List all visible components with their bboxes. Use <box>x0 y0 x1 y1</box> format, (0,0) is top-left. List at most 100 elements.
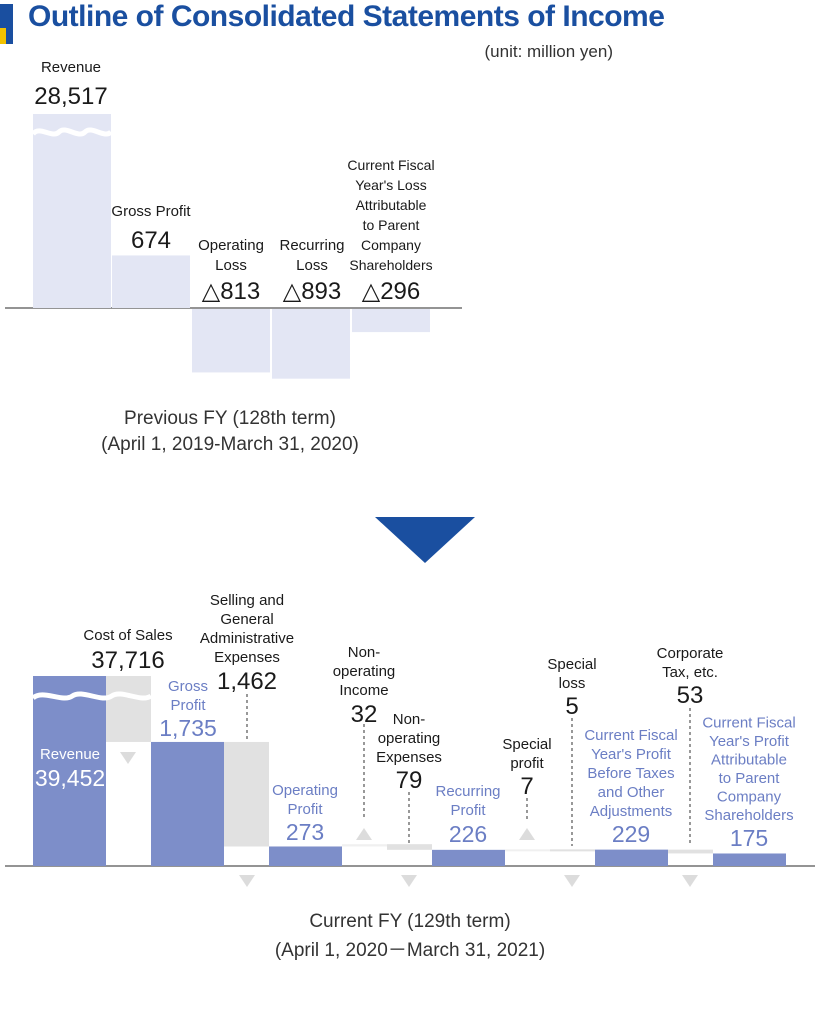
curr-label-corporate-tax-line-0: Corporate <box>657 645 724 662</box>
prev-label-parent-loss-line-4: Company <box>361 237 421 253</box>
curr-label-profit-before-taxes-line-2: Before Taxes <box>587 765 674 782</box>
cost-of-sales-down-triangle-icon <box>120 752 136 764</box>
prev-label-parent-loss-line-3: to Parent <box>363 217 420 233</box>
curr-bar-2 <box>151 741 224 866</box>
curr-value-operating-profit: 273 <box>286 819 324 845</box>
curr-label-operating-profit-line-0: Operating <box>272 782 338 799</box>
prev-label-recurring-loss-line-0: Recurring <box>279 237 344 254</box>
curr-label-special-loss-line-0: Special <box>547 656 596 673</box>
curr-bar-1 <box>106 676 151 742</box>
curr-label-parent-profit-line-4: Company <box>717 789 782 806</box>
curr-value-nonop-expenses: 79 <box>396 767 423 794</box>
curr-value-corporate-tax: 53 <box>677 682 704 709</box>
prev-value-parent-loss: △296 <box>362 278 421 305</box>
curr-value-cost-of-sales: 37,716 <box>91 647 164 674</box>
prev-label-revenue: Revenue <box>41 59 101 76</box>
curr-label-profit-before-taxes-line-4: Adjustments <box>590 803 673 820</box>
curr-bar-7 <box>432 849 505 866</box>
prev-value-revenue: 28,517 <box>34 83 107 110</box>
curr-value-special-loss: 5 <box>565 693 578 720</box>
prev-value-gross-profit: 674 <box>131 227 171 254</box>
prev-value-operating-loss: △813 <box>202 278 261 305</box>
curr-label-sga-line-3: Expenses <box>214 649 280 666</box>
curr-revenue-break <box>31 691 153 701</box>
curr-label-recurring-profit-line-1: Profit <box>450 802 486 819</box>
prev-label-operating-loss-line-1: Loss <box>215 257 247 274</box>
curr-label-nonop-expenses-line-2: Expenses <box>376 749 442 766</box>
curr-value-revenue: 39,452 <box>35 765 105 791</box>
prev-bar-4 <box>352 309 430 333</box>
curr-label-parent-profit-line-0: Current Fiscal <box>702 715 795 732</box>
curr-bar-10 <box>595 849 668 866</box>
curr-bar-5 <box>342 844 387 847</box>
curr-label-parent-profit-line-3: to Parent <box>719 770 781 787</box>
curr-label-nonop-income-line-0: Non- <box>348 644 381 661</box>
curr-value-nonop-income: 32 <box>351 701 378 728</box>
unit-label: (unit: million yen) <box>484 42 614 61</box>
curr-value-sga: 1,462 <box>217 668 277 695</box>
prev-bar-3 <box>272 309 350 379</box>
transition-arrow-icon <box>375 517 475 563</box>
curr-label-parent-profit-line-2: Attributable <box>711 752 787 769</box>
curr-label-gross-profit-line-0: Gross <box>168 678 208 695</box>
prev-caption-line1: Previous FY (128th term) <box>124 408 336 429</box>
curr-label-operating-profit-line-1: Profit <box>287 801 323 818</box>
prev-label-gross-profit: Gross Profit <box>111 203 191 220</box>
prev-label-operating-loss-line-0: Operating <box>198 237 264 254</box>
prev-bar-0 <box>33 114 111 308</box>
prev-label-parent-loss-line-5: Shareholders <box>349 257 432 273</box>
curr-label-corporate-tax-line-1: Tax, etc. <box>662 664 718 681</box>
curr-label-nonop-expenses-line-0: Non- <box>393 711 426 728</box>
nonop-income-up-triangle-icon <box>356 828 372 840</box>
curr-label-profit-before-taxes-line-1: Year's Profit <box>591 746 672 763</box>
curr-bar-0 <box>33 676 106 866</box>
curr-label-nonop-expenses-line-1: operating <box>378 730 441 747</box>
curr-bar-9 <box>550 849 595 852</box>
curr-label-nonop-income-line-2: Income <box>339 682 388 699</box>
curr-bar-8 <box>505 849 550 852</box>
prev-label-parent-loss-line-2: Attributable <box>356 197 427 213</box>
curr-label-special-loss-line-1: loss <box>559 675 586 692</box>
curr-label-sga-line-0: Selling and <box>210 592 284 609</box>
curr-bar-3 <box>224 741 269 847</box>
corporate-tax-down-triangle-icon <box>682 875 698 887</box>
curr-label-gross-profit-line-1: Profit <box>170 697 206 714</box>
curr-bar-4 <box>269 846 342 866</box>
prev-bar-1 <box>112 255 190 308</box>
curr-value-special-profit: 7 <box>520 773 533 800</box>
prev-bar-2 <box>192 309 270 373</box>
curr-caption-line1: Current FY (129th term) <box>309 911 511 932</box>
prev-revenue-break <box>30 127 113 137</box>
curr-label-recurring-profit-line-0: Recurring <box>435 783 500 800</box>
prev-label-recurring-loss-line-1: Loss <box>296 257 328 274</box>
special-loss-down-triangle-icon <box>564 875 580 887</box>
page-title: Outline of Consolidated Statements of In… <box>28 0 665 33</box>
curr-label-parent-profit-line-1: Year's Profit <box>709 733 790 750</box>
curr-label-profit-before-taxes-line-3: and Other <box>598 784 665 801</box>
curr-bar-11 <box>668 849 713 854</box>
title-accent-yellow <box>0 28 6 44</box>
curr-bar-12 <box>713 853 786 866</box>
curr-bar-6 <box>387 844 432 850</box>
curr-value-parent-profit: 175 <box>730 825 768 851</box>
curr-value-profit-before-taxes: 229 <box>612 821 650 847</box>
curr-label-parent-profit-line-5: Shareholders <box>704 807 793 824</box>
curr-value-gross-profit: 1,735 <box>159 715 217 741</box>
prev-value-recurring-loss: △893 <box>283 278 342 305</box>
prev-caption-line2: (April 1, 2019-March 31, 2020) <box>101 434 359 455</box>
nonop-expenses-down-triangle-icon <box>401 875 417 887</box>
curr-label-sga-line-1: General <box>220 611 273 628</box>
curr-label-special-profit-line-1: profit <box>510 755 544 772</box>
curr-label-sga-line-2: Administrative <box>200 630 294 647</box>
curr-label-nonop-income-line-1: operating <box>333 663 396 680</box>
prev-label-parent-loss-line-1: Year's Loss <box>355 177 426 193</box>
prev-label-parent-loss-line-0: Current Fiscal <box>347 157 434 173</box>
curr-label-special-profit-line-0: Special <box>502 736 551 753</box>
curr-label-cost-of-sales: Cost of Sales <box>83 627 172 644</box>
curr-label-profit-before-taxes-line-0: Current Fiscal <box>584 727 677 744</box>
curr-caption-line2: (April 1, 2020－March 31, 2021) <box>274 940 546 961</box>
curr-label-revenue: Revenue <box>40 746 100 763</box>
special-profit-up-triangle-icon <box>519 828 535 840</box>
sga-down-triangle-icon <box>239 875 255 887</box>
